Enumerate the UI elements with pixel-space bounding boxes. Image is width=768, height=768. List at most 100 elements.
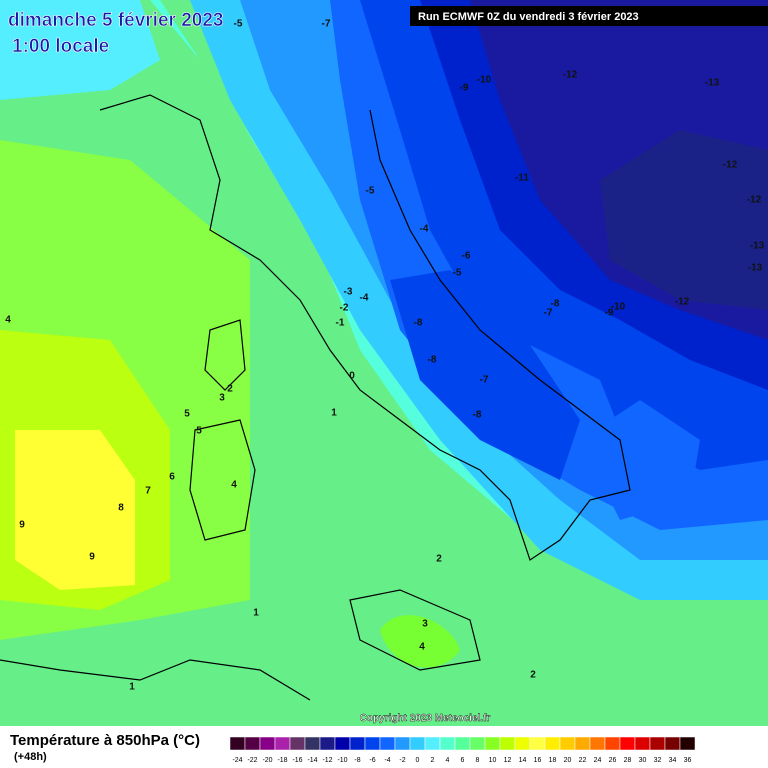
run-label: Run ECMWF 0Z du vendredi 3 février 2023 <box>418 11 639 23</box>
legend-swatch <box>634 736 651 751</box>
legend-tick-label: 30 <box>639 757 647 764</box>
contour-label: -8 <box>473 410 482 421</box>
contour-label: -8 <box>551 299 560 310</box>
contour-label: 2 <box>530 670 536 681</box>
legend-swatch <box>604 736 621 751</box>
legend-swatch <box>424 736 441 751</box>
legend-tick-label: -18 <box>277 757 287 764</box>
contour-label: -13 <box>748 263 763 274</box>
legend-tick-label: 34 <box>669 757 677 764</box>
legend-swatch <box>664 736 681 751</box>
legend-tick-label: 12 <box>504 757 512 764</box>
coastlines <box>0 94 631 701</box>
contour-label: -5 <box>366 186 375 197</box>
contour-label: -6 <box>462 251 471 262</box>
contour-label: -9 <box>460 83 469 94</box>
legend-swatch <box>364 736 381 751</box>
contour-label: -3 <box>344 287 353 298</box>
contour-label: 2 <box>436 554 442 565</box>
contour-label: 4 <box>231 480 237 491</box>
zone-m13 <box>600 130 768 310</box>
contour-label: -1 <box>336 318 345 329</box>
legend-tick-label: -12 <box>322 757 332 764</box>
legend-tick-label: 0 <box>416 757 420 764</box>
legend-swatch <box>574 736 591 751</box>
legend-swatch <box>409 736 426 751</box>
contour-label: -12 <box>563 70 578 81</box>
run-banner <box>410 6 768 26</box>
contour-label: 1 <box>331 408 337 419</box>
legend-swatch <box>439 736 456 751</box>
zone-8 <box>15 430 135 590</box>
contour-label: -10 <box>477 75 492 86</box>
legend-tick-label: 4 <box>446 757 450 764</box>
contour-label: -7 <box>544 308 553 319</box>
legend-tick-label: 32 <box>654 757 662 764</box>
contour-label: -11 <box>515 173 529 184</box>
legend-swatch <box>289 736 306 751</box>
legend-swatch <box>259 736 276 751</box>
contour-label: 9 <box>89 552 95 563</box>
legend-tick-label: 18 <box>549 757 557 764</box>
contour-label: -9 <box>605 308 614 319</box>
contour-label: -4 <box>360 293 369 304</box>
copyright: Copyright 2023 Meteociel.fr <box>360 713 491 724</box>
legend-tick-label: 26 <box>609 757 617 764</box>
contour-label: -7 <box>322 19 331 30</box>
legend-swatch <box>514 736 531 751</box>
legend-title: Température à 850hPa (°C) <box>10 732 200 749</box>
legend-swatch <box>559 736 576 751</box>
legend-lead: (+48h) <box>14 751 47 763</box>
contour-label: 0 <box>349 371 355 382</box>
legend-swatch <box>454 736 471 751</box>
legend-swatch <box>244 736 261 751</box>
legend-swatch <box>304 736 321 751</box>
contour-label: 3 <box>422 619 428 630</box>
zone-m8b <box>390 270 580 480</box>
legend-swatch <box>589 736 606 751</box>
contour-label: 7 <box>145 486 151 497</box>
legend-tick-label: 10 <box>489 757 497 764</box>
contour-label: 8 <box>118 503 124 514</box>
legend-swatch <box>349 736 366 751</box>
legend-swatch <box>679 736 696 751</box>
legend-tick-label: 22 <box>579 757 587 764</box>
contour-label: 4 <box>5 315 11 326</box>
legend-swatch <box>529 736 546 751</box>
legend-tick-label: 20 <box>564 757 572 764</box>
contour-label: 2 <box>227 384 233 395</box>
contour-label: -4 <box>420 224 429 235</box>
legend-tick-label: 2 <box>431 757 435 764</box>
legend-tick-label: -2 <box>399 757 405 764</box>
legend-tick-label: 28 <box>624 757 632 764</box>
legend-tick-label: -16 <box>292 757 302 764</box>
legend-swatch <box>619 736 636 751</box>
legend-swatch <box>334 736 351 751</box>
contour-label: -12 <box>675 297 690 308</box>
contour-label: -12 <box>723 160 738 171</box>
contour-label: 6 <box>169 472 175 483</box>
legend-tick-label: 24 <box>594 757 602 764</box>
legend-swatch <box>319 736 336 751</box>
contour-label: -2 <box>340 303 349 314</box>
legend-tick-label: -10 <box>337 757 347 764</box>
legend-tick-label: 8 <box>476 757 480 764</box>
contour-label: -7 <box>480 375 489 386</box>
legend-swatch <box>274 736 291 751</box>
legend-tick-label: 16 <box>534 757 542 764</box>
legend-tick-label: 14 <box>519 757 527 764</box>
legend-swatch <box>484 736 501 751</box>
contour-label: 1 <box>253 608 259 619</box>
legend-swatch <box>394 736 411 751</box>
contour-label: -8 <box>428 355 437 366</box>
time-label: 1:00 locale <box>12 36 109 57</box>
legend-tick-label: -4 <box>384 757 390 764</box>
contour-label: 5 <box>184 409 190 420</box>
legend-swatch <box>649 736 666 751</box>
legend-swatch <box>469 736 486 751</box>
contour-label: -10 <box>611 302 626 313</box>
contour-label: 4 <box>419 642 425 653</box>
contour-label: -5 <box>234 19 243 30</box>
contour-label: 5 <box>196 426 202 437</box>
